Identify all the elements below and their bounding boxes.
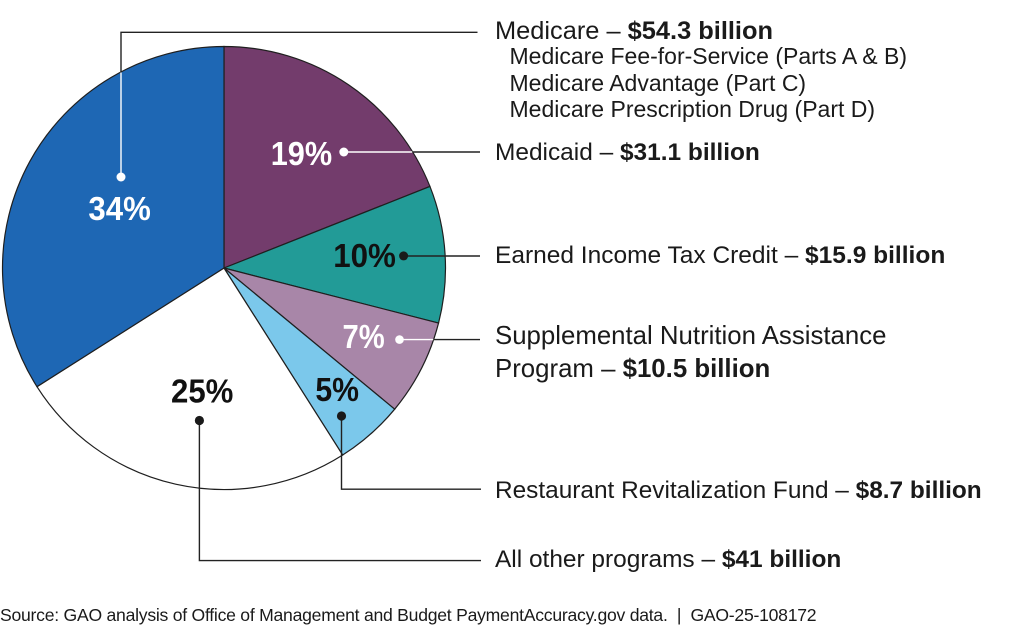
svg-text:7%: 7% <box>343 318 385 355</box>
svg-text:19%: 19% <box>271 135 332 172</box>
svg-text:34%: 34% <box>88 190 150 227</box>
svg-text:25%: 25% <box>171 373 233 410</box>
svg-text:5%: 5% <box>315 371 359 409</box>
svg-text:10%: 10% <box>333 237 396 274</box>
